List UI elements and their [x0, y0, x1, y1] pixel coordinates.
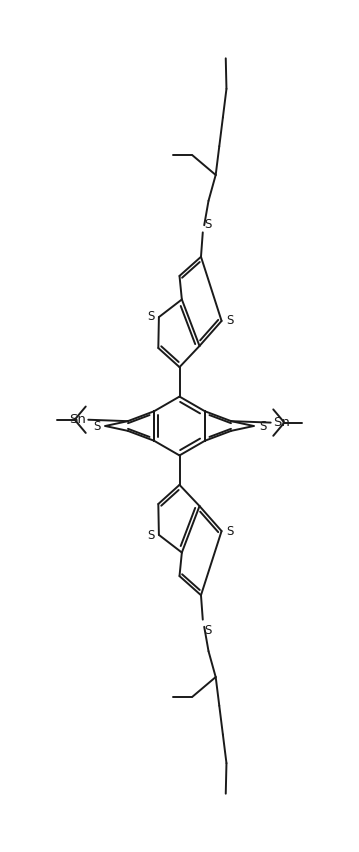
Text: S: S — [93, 419, 100, 433]
Text: Sn: Sn — [273, 416, 290, 429]
Text: S: S — [226, 526, 233, 538]
Text: S: S — [259, 419, 266, 433]
Text: Sn: Sn — [69, 413, 86, 426]
Text: S: S — [204, 218, 211, 231]
Text: S: S — [204, 624, 211, 637]
Text: S: S — [226, 314, 233, 326]
Text: S: S — [147, 310, 154, 323]
Text: S: S — [147, 529, 154, 542]
